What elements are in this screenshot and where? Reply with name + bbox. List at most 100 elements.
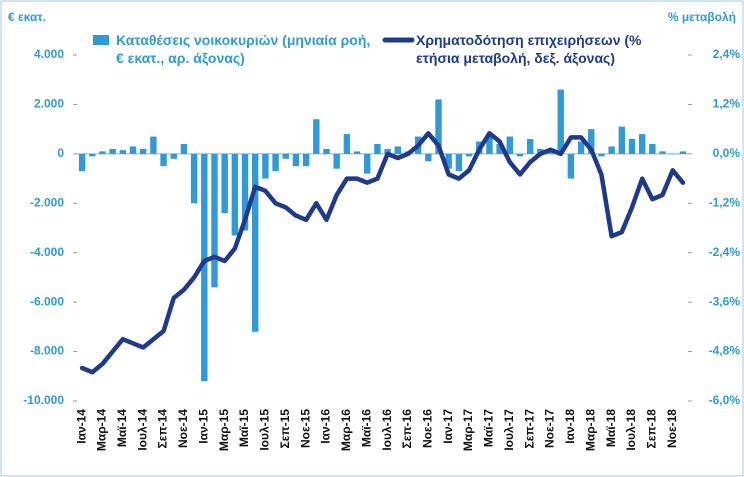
bar	[333, 153, 340, 169]
bar	[313, 119, 320, 154]
x-tick-label: Μαϊ-17	[482, 409, 496, 447]
bar	[445, 153, 452, 169]
bar	[506, 136, 513, 154]
bar	[201, 153, 208, 382]
bar	[292, 153, 300, 167]
bar	[455, 153, 463, 172]
x-tick-label: Ιαν-17	[441, 409, 455, 444]
bar	[190, 153, 198, 204]
bar	[659, 151, 666, 154]
bar	[211, 153, 218, 288]
bar	[557, 89, 564, 154]
bar	[435, 99, 442, 154]
bar	[78, 153, 86, 172]
legend-entry: Καταθέσεις νοικοκυριών (μηνιαία ροή, € ε…	[116, 32, 371, 66]
bar	[374, 143, 381, 154]
bar	[638, 134, 646, 154]
bar	[272, 153, 279, 172]
bar	[465, 153, 473, 157]
y-tick-label: -8.000	[30, 344, 64, 358]
x-tick-label: Σεπ-14	[156, 409, 170, 449]
bar	[89, 153, 96, 157]
bar	[526, 139, 534, 154]
bar	[262, 153, 269, 179]
bar	[567, 153, 575, 179]
bar	[669, 153, 676, 155]
bar	[343, 134, 351, 154]
x-tick-label: Μαϊ-15	[237, 409, 251, 447]
x-tick-label: Νοε-18	[665, 409, 679, 448]
y2-tick-label: 1,2%	[713, 97, 741, 111]
y-tick-label: -10.000	[23, 393, 64, 407]
y-tick-label: -6.000	[30, 294, 64, 308]
bar	[160, 153, 167, 167]
bar	[547, 151, 554, 154]
bar	[99, 151, 106, 154]
y-axis-title: € εκατ.	[8, 10, 46, 24]
y2-tick-label: 2,4%	[713, 47, 741, 61]
bar	[170, 153, 177, 159]
bar	[252, 153, 259, 332]
bar	[649, 143, 656, 154]
bar	[516, 153, 524, 157]
bar	[598, 153, 605, 157]
x-tick-label: Νοε-15	[298, 409, 312, 448]
x-tick-label: Ιουλ-17	[502, 409, 516, 451]
bar	[577, 141, 585, 154]
x-tick-label: Νοε-17	[543, 409, 557, 448]
bar	[679, 151, 687, 154]
bar	[109, 148, 116, 154]
x-tick-label: Μαρ-18	[583, 409, 597, 451]
x-tick-label: Μαϊ-16	[359, 409, 373, 447]
y2-tick-label: -3,6%	[709, 294, 741, 308]
legend-entry: Χρηματοδότηση επιχειρήσεων (% ετήσια μετ…	[416, 32, 642, 66]
x-tick-label: Ιαν-18	[563, 409, 577, 444]
bar	[608, 146, 615, 154]
x-tick-label: Ιαν-15	[196, 409, 210, 444]
bar	[150, 136, 157, 154]
y-tick-label: 0	[57, 146, 64, 160]
x-tick-label: Νοε-14	[176, 409, 190, 448]
x-tick-label: Νοε-16	[420, 409, 434, 448]
bar	[119, 150, 127, 154]
x-tick-label: Ιουλ-18	[624, 409, 638, 451]
bar	[282, 153, 289, 159]
x-tick-label: Ιαν-16	[319, 409, 333, 444]
x-tick-label: Σεπ-16	[400, 409, 414, 449]
bar	[588, 129, 595, 154]
x-tick-label: Μαρ-16	[339, 409, 353, 451]
bar	[394, 146, 401, 154]
x-tick-label: Σεπ-18	[645, 409, 659, 449]
bar	[364, 153, 371, 174]
y-tick-label: -4.000	[30, 245, 64, 259]
bar	[241, 153, 249, 231]
y2-tick-label: 0,0%	[713, 146, 741, 160]
x-tick-label: Μαρ-17	[461, 409, 475, 451]
y2-tick-label: -6,0%	[709, 393, 741, 407]
x-tick-label: Σεπ-15	[278, 409, 292, 449]
y2-axis-title: % μεταβολή	[668, 10, 736, 24]
bar	[129, 146, 137, 154]
line	[79, 131, 686, 375]
bar	[221, 153, 228, 214]
x-tick-label: Μαρ-15	[217, 409, 231, 451]
x-tick-label: Ιουλ-15	[258, 409, 272, 451]
bar	[486, 136, 493, 154]
bar	[628, 139, 636, 154]
bar	[353, 151, 361, 154]
legend-swatch-bar	[93, 35, 109, 45]
y2-tick-label: -1,2%	[709, 195, 741, 209]
x-tick-label: Μαϊ-14	[115, 409, 129, 447]
bar	[139, 148, 147, 154]
bar	[180, 143, 188, 154]
y2-tick-label: -2,4%	[709, 245, 741, 259]
y-tick-label: -2.000	[30, 195, 64, 209]
x-tick-label: Μαϊ-18	[604, 409, 618, 447]
bar	[323, 148, 330, 154]
y-tick-label: 2.000	[34, 97, 64, 111]
bar	[302, 153, 310, 167]
x-tick-label: Μαρ-14	[95, 409, 109, 451]
